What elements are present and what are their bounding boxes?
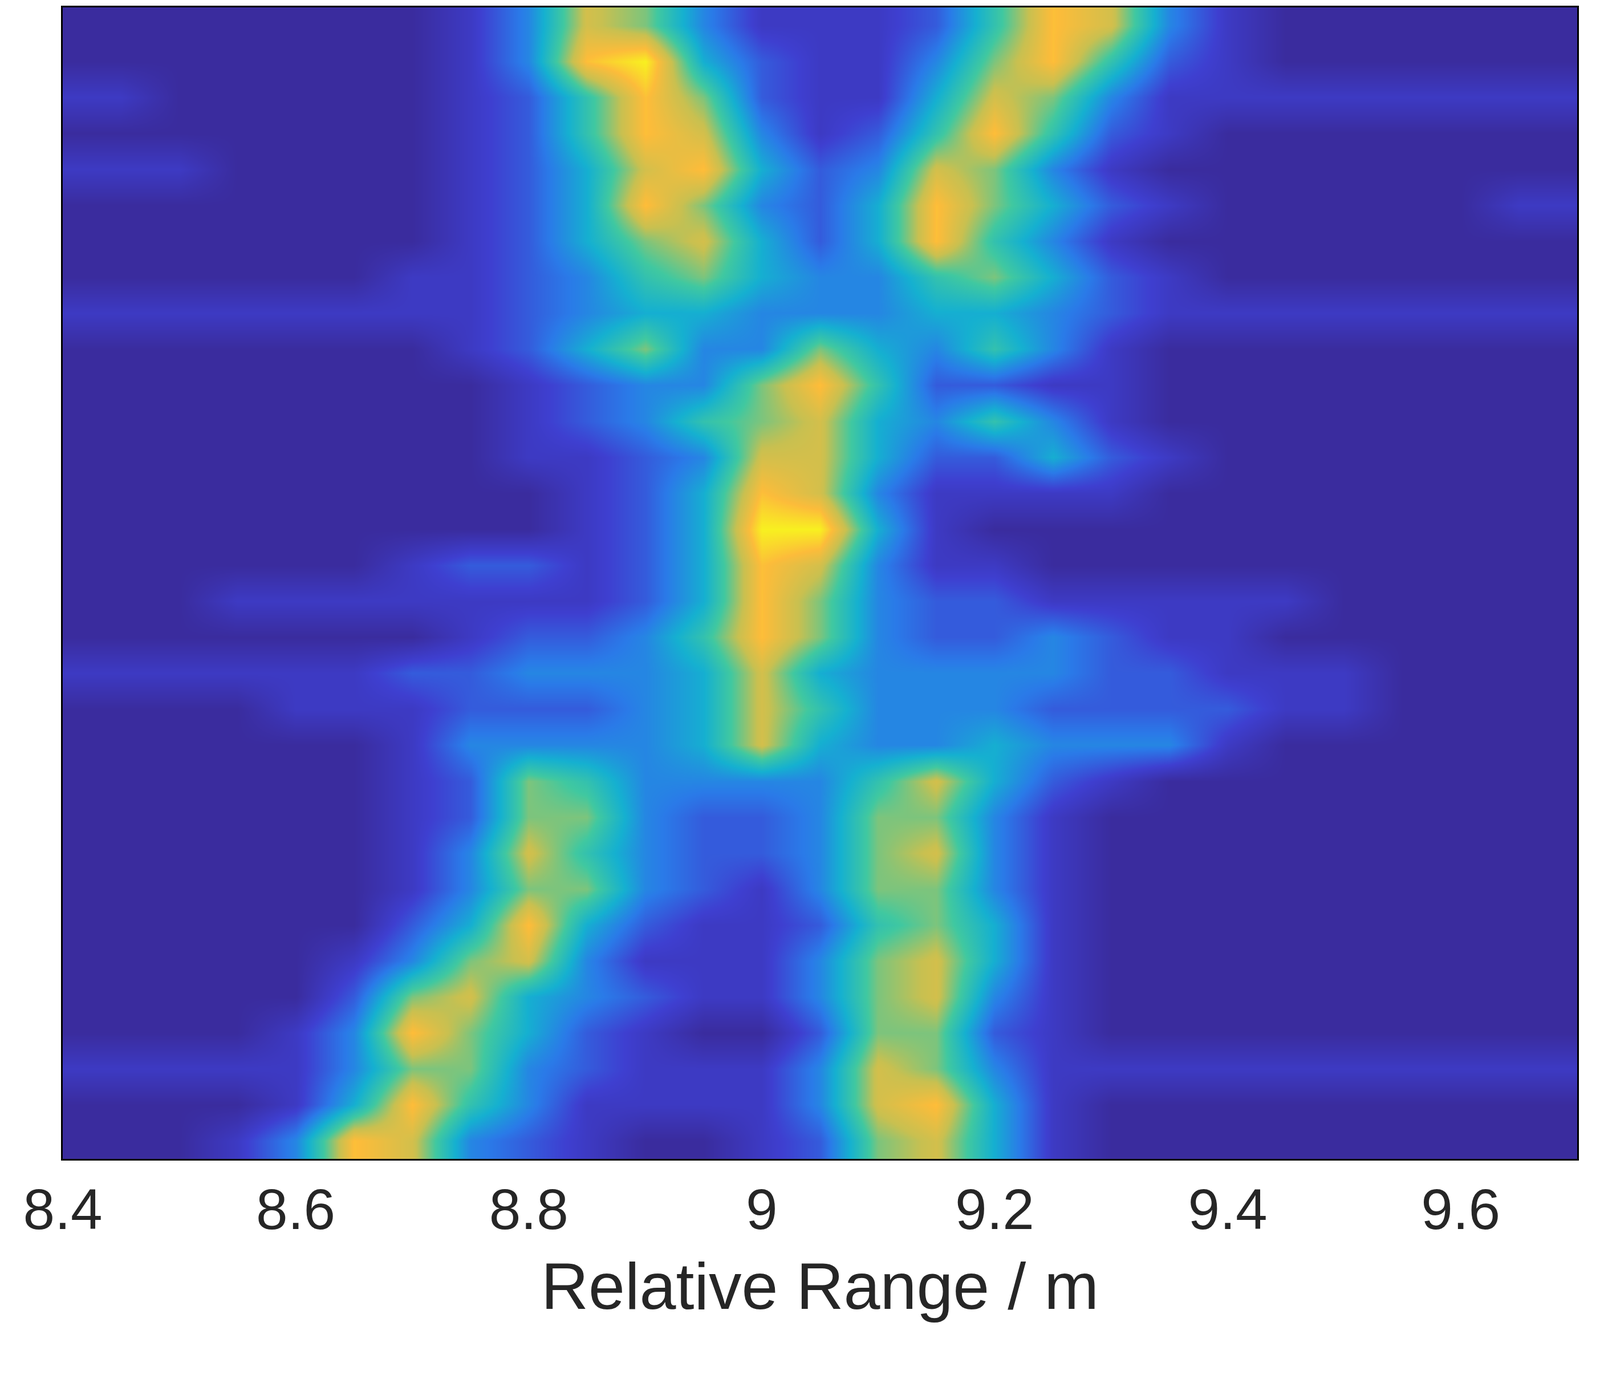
svg-text:8.4: 8.4	[22, 1176, 103, 1241]
svg-text:9.2: 9.2	[955, 1176, 1035, 1241]
svg-text:9.4: 9.4	[1188, 1176, 1268, 1241]
svg-text:9.6: 9.6	[1420, 1176, 1501, 1241]
svg-text:8.6: 8.6	[256, 1176, 336, 1241]
svg-text:8.8: 8.8	[489, 1176, 569, 1241]
svg-text:9: 9	[745, 1176, 778, 1241]
svg-text:Relative Range / m: Relative Range / m	[541, 1249, 1099, 1323]
